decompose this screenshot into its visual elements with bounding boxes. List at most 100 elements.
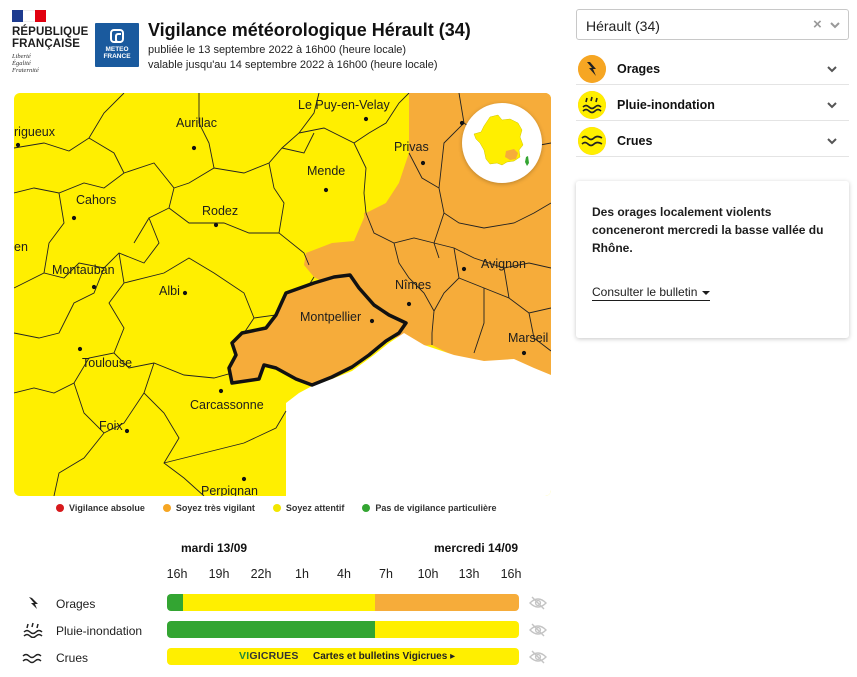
rf-motto-1: Liberté [12,53,31,60]
hour-label: 16h [166,567,188,581]
caret-down-icon [702,290,711,295]
france-overview-map[interactable] [462,103,542,183]
timeline-segment [182,594,375,611]
mf-logo-line1: METEO [105,46,129,53]
city-perpignan: Perpignan [201,484,258,496]
rf-motto-2: Égalité [12,60,31,67]
page-title: Vigilance météorologique Hérault (34) [148,20,471,40]
hour-label: 22h [250,567,272,581]
timeline-row-label-pluie: Pluie-inondation [56,624,143,638]
mf-logo-line2: FRANCE [103,53,131,60]
clear-icon[interactable]: × [813,16,822,33]
herault-outline[interactable] [227,273,408,387]
city-le-puy: Le Puy-en-Velay [298,98,390,112]
legend-item-yellow: Soyez attentif [272,503,345,513]
timeline-segment [167,594,183,611]
rf-name-line1: RÉPUBLIQUE [12,26,89,38]
timeline-row-label-crues: Crues [56,651,89,665]
city-perigueux: rigueux [14,125,56,139]
legend-label: Vigilance absolue [69,503,145,513]
city-montauban: Montauban [52,263,115,277]
eye-hidden-icon[interactable] [529,623,547,637]
bulletin-link[interactable]: Consulter le bulletin [592,285,711,301]
sea [286,333,551,496]
bulletin-text: Des orages localement violents concenero… [592,205,824,255]
french-flag-icon [12,10,46,22]
timeline-segment [167,621,375,638]
chevron-down-icon[interactable] [826,64,838,74]
accordion-label: Orages [617,62,661,76]
city-agen: en [14,240,28,254]
france-mini-icon [473,114,529,166]
rf-name-line2: FRANÇAISE [12,38,80,50]
vigicrues-logo-part2: GICRUES [249,650,299,662]
rf-motto: Liberté Égalité Fraternité [12,53,92,74]
day-label-1: mardi 13/09 [181,541,248,555]
legend-item-green: Pas de vigilance particulière [362,503,496,513]
published-date: publiée le 13 septembre 2022 à 16h00 (he… [148,44,407,56]
vigilance-legend: Vigilance absolue Soyez très vigilant So… [56,503,496,513]
legend-item-orange: Soyez très vigilant [162,503,255,513]
timeline-segment [374,594,519,611]
city-avignon: Avignon [481,257,526,271]
hour-label: 10h [417,567,439,581]
green-dot-icon [362,504,371,512]
eye-hidden-icon[interactable] [529,650,547,664]
city-nimes: Nîmes [395,278,431,292]
timeline-row-label-orages: Orages [56,597,96,611]
bulletin-card: Des orages localement violents concenero… [576,181,849,338]
accordion-orages[interactable]: Orages [576,53,849,85]
vigicrues-logo-part1: VI [239,650,250,662]
legend-label: Pas de vigilance particulière [375,503,497,513]
rain-flood-icon [23,622,43,638]
vigilance-map[interactable]: rigueux Aurillac Le Puy-en-Velay Privas … [14,93,551,496]
timeline-segment [374,621,519,638]
city-foix: Foix [99,419,123,433]
rf-name: RÉPUBLIQUE FRANÇAISE [12,26,92,50]
timeline-bar-pluie[interactable] [167,621,519,638]
department-select-value: Hérault (34) [586,18,660,34]
hour-label: 1h [295,567,309,581]
vigicrues-link[interactable]: Cartes et bulletins Vigicrues ▸ [313,651,456,662]
accordion-crues[interactable]: Crues [576,125,849,157]
vigicrues-logo: VIGICRUES [239,650,299,662]
legend-label: Soyez attentif [285,503,345,513]
wave-icon [578,127,606,155]
legend-item-red: Vigilance absolue [56,503,145,513]
rain-flood-icon [578,91,606,119]
bulletin-link-label: Consulter le bulletin [592,285,698,299]
chevron-down-icon[interactable] [826,136,838,146]
hour-label: 4h [337,567,351,581]
lightning-icon [29,597,38,609]
timeline-bar-orages[interactable] [167,594,519,611]
meteo-france-mark-icon [110,29,124,43]
day-label-2: mercredi 14/09 [434,541,519,555]
hour-label: 13h [458,567,480,581]
city-albi: Albi [159,284,180,298]
accordion-label: Crues [617,134,653,148]
republique-francaise-logo: RÉPUBLIQUE FRANÇAISE Liberté Égalité Fra… [12,10,92,82]
lightning-icon [578,55,606,83]
accordion-pluie-inondation[interactable]: Pluie-inondation [576,89,849,121]
city-mende: Mende [307,164,345,178]
city-cahors: Cahors [76,193,116,207]
meteo-france-logo[interactable]: METEO FRANCE [95,23,139,67]
city-privas: Privas [394,140,429,154]
valid-until-date: valable jusqu'au 14 septembre 2022 à 16h… [148,59,438,71]
legend-label: Soyez très vigilant [175,503,255,513]
city-marseille: Marseil [508,331,548,345]
hour-label: 19h [208,567,230,581]
chevron-down-icon[interactable] [830,20,840,30]
chevron-down-icon[interactable] [826,100,838,110]
department-select[interactable]: Hérault (34) × [576,9,849,40]
hour-label: 7h [379,567,393,581]
vigicrues-link-bar[interactable]: VIGICRUES Cartes et bulletins Vigicrues … [167,648,519,665]
wave-icon [22,653,42,664]
rf-motto-3: Fraternité [12,67,39,74]
orange-dot-icon [162,504,171,512]
city-montpellier: Montpellier [300,310,361,324]
eye-hidden-icon[interactable] [529,596,547,610]
city-aurillac: Aurillac [176,116,217,130]
city-rodez: Rodez [202,204,238,218]
accordion-label: Pluie-inondation [617,98,715,112]
